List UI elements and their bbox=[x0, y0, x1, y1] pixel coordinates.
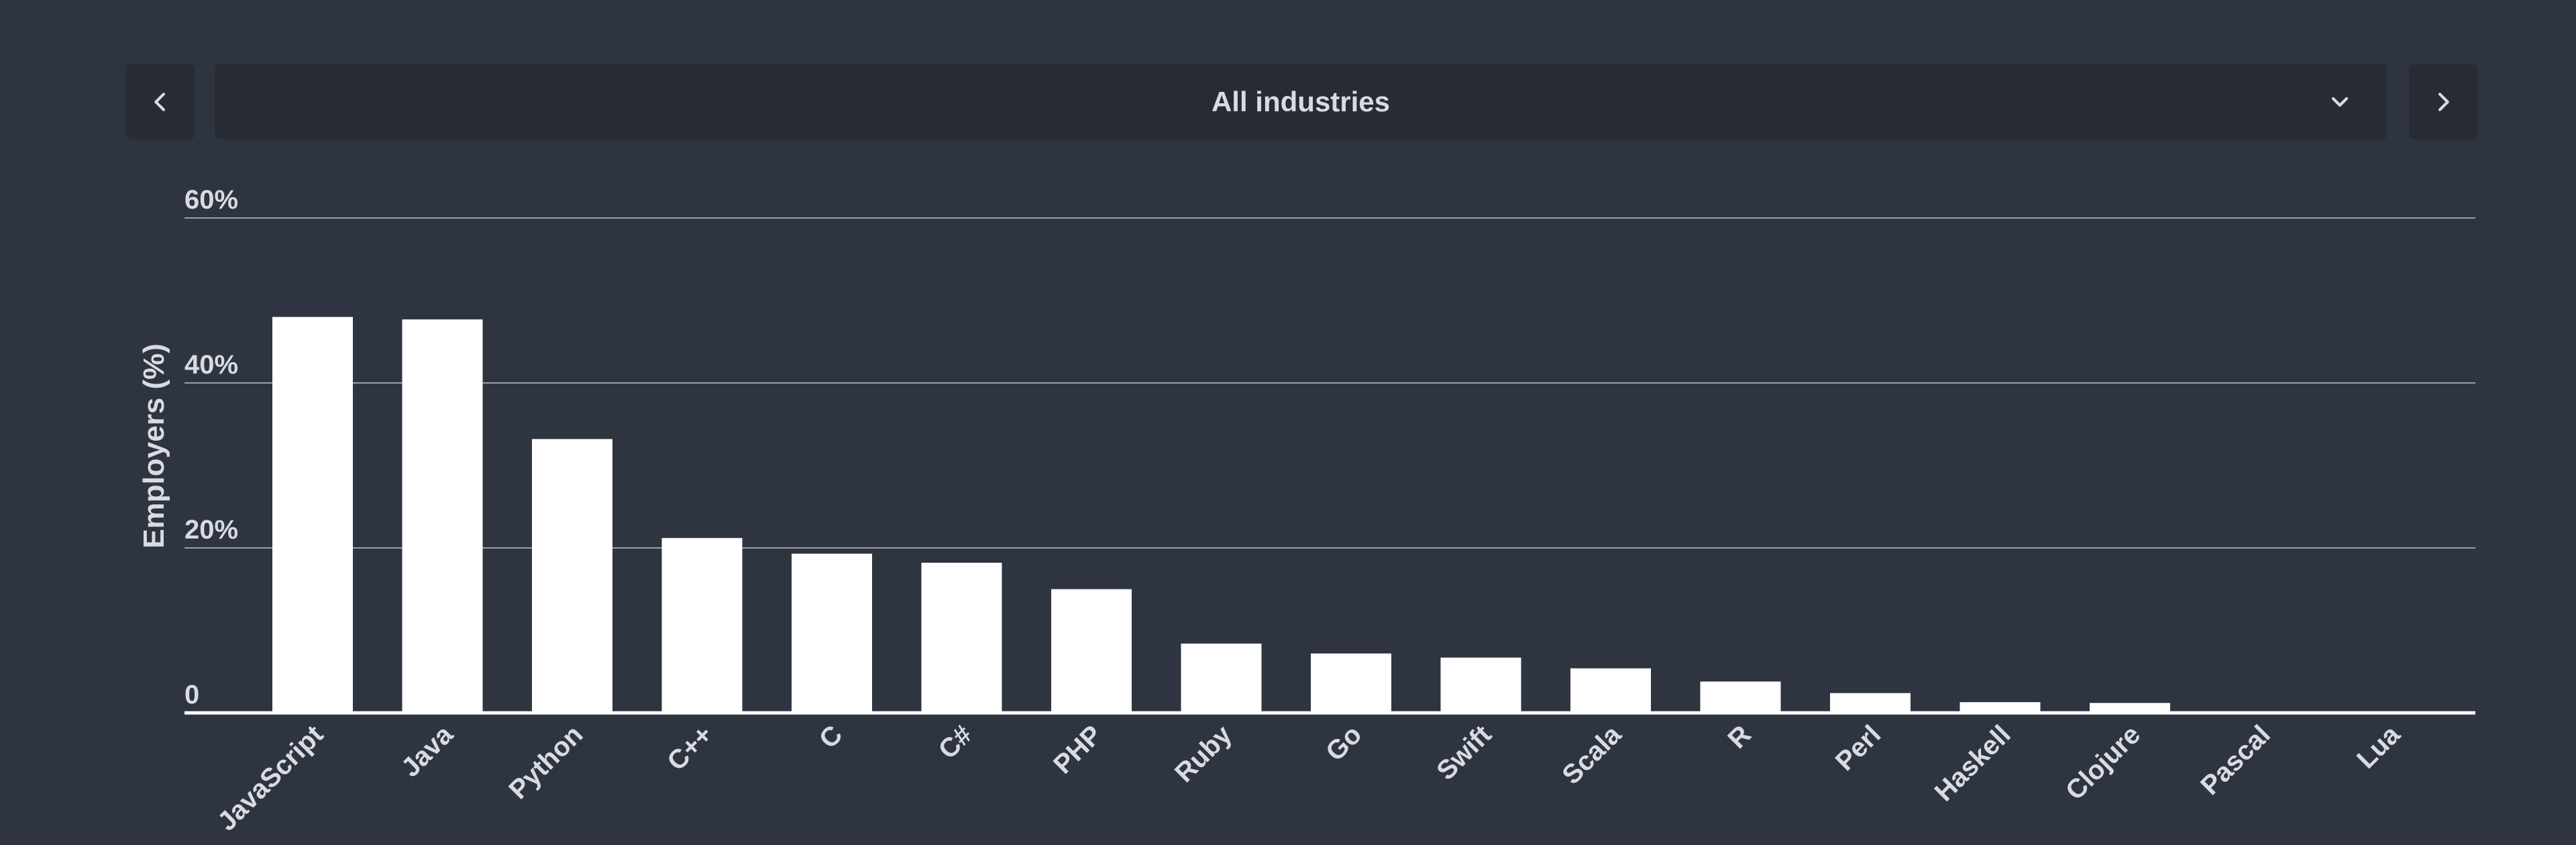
x-tick-label: Scala bbox=[1556, 720, 1627, 791]
x-tick-label: Python bbox=[503, 720, 588, 805]
bars bbox=[272, 317, 2430, 714]
y-tick-label: 0 bbox=[184, 680, 199, 710]
x-tick-label: Haskell bbox=[1929, 720, 2017, 807]
chevron-right-icon bbox=[2438, 92, 2449, 111]
x-tick-label: Pascal bbox=[2195, 720, 2276, 801]
bar-javascript[interactable] bbox=[272, 317, 353, 714]
y-tick-label: 40% bbox=[184, 350, 238, 380]
y-axis-ticks: 0 20% 40% 60% bbox=[184, 185, 238, 710]
bar-haskell[interactable] bbox=[1960, 702, 2041, 713]
x-tick-label: Java bbox=[396, 720, 460, 783]
bar-python[interactable] bbox=[532, 439, 612, 713]
y-tick-label: 60% bbox=[184, 185, 238, 215]
chevron-left-icon bbox=[154, 92, 166, 111]
x-tick-label: PHP bbox=[1048, 720, 1108, 779]
x-tick-label: Swift bbox=[1431, 720, 1497, 786]
bar-go[interactable] bbox=[1311, 653, 1391, 713]
bar-pascal[interactable] bbox=[2219, 712, 2300, 713]
bar-r[interactable] bbox=[1700, 681, 1781, 713]
chevron-down-icon bbox=[2331, 97, 2349, 107]
industry-dropdown[interactable]: All industries bbox=[215, 64, 2387, 139]
bar-swift[interactable] bbox=[1440, 657, 1521, 713]
x-tick-label: R bbox=[1722, 720, 1757, 754]
industry-dropdown-label: All industries bbox=[1211, 86, 1391, 117]
bar-php[interactable] bbox=[1051, 589, 1132, 714]
x-tick-label: Perl bbox=[1830, 720, 1887, 777]
bar-c-[interactable] bbox=[661, 538, 743, 713]
x-axis-labels: JavaScript Java Python C++ C C# PHP Ruby Go Swift… bbox=[212, 720, 2406, 837]
next-button[interactable] bbox=[2409, 64, 2477, 139]
x-tick-label: Ruby bbox=[1169, 720, 1238, 788]
y-axis-label: Employers (%) bbox=[138, 343, 170, 549]
bar-lua[interactable] bbox=[2349, 712, 2430, 713]
x-tick-label: Go bbox=[1320, 720, 1367, 767]
bar-c-[interactable] bbox=[921, 563, 1002, 713]
previous-button[interactable] bbox=[126, 64, 195, 139]
bar-java[interactable] bbox=[402, 319, 483, 713]
bar-ruby[interactable] bbox=[1181, 643, 1262, 713]
x-tick-label: Lua bbox=[2351, 720, 2406, 775]
x-tick-label: C bbox=[814, 720, 849, 754]
bar-scala[interactable] bbox=[1570, 668, 1651, 713]
x-tick-label: C# bbox=[933, 720, 978, 765]
bar-clojure[interactable] bbox=[2090, 703, 2170, 713]
x-tick-label: JavaScript bbox=[212, 720, 329, 836]
bar-c[interactable] bbox=[792, 553, 872, 713]
gridlines bbox=[184, 217, 2475, 715]
x-tick-label: Clojure bbox=[2060, 720, 2147, 806]
bar-perl[interactable] bbox=[1830, 693, 1911, 713]
y-tick-label: 20% bbox=[184, 515, 238, 545]
x-tick-label: C++ bbox=[661, 720, 718, 777]
